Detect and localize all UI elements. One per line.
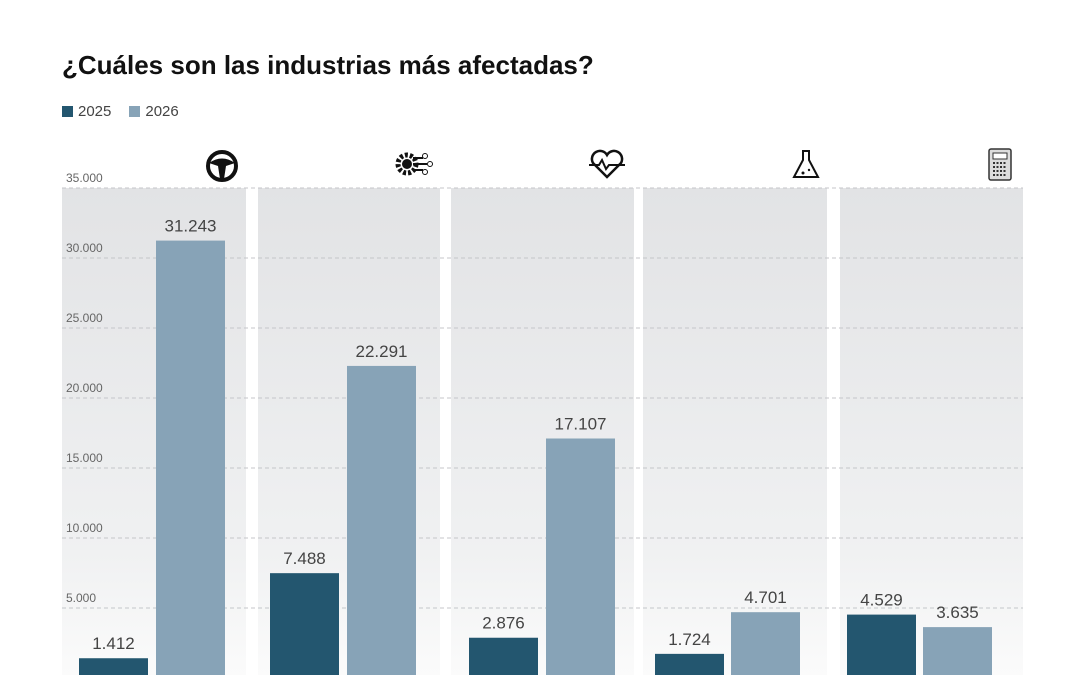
data-label: 1.412	[92, 634, 135, 653]
data-label: 4.701	[744, 588, 787, 607]
data-label: 31.243	[165, 217, 217, 236]
bar-2025	[270, 573, 339, 675]
bar-2025	[79, 658, 148, 675]
y-tick-label: 5.000	[66, 591, 96, 605]
legend-item-2025: 2025	[62, 103, 111, 120]
bar-2026	[347, 365, 416, 675]
y-tick-label: 35.000	[66, 171, 103, 185]
gear-circuit-icon	[395, 152, 433, 176]
bar-2025	[469, 637, 538, 675]
flask-icon	[792, 150, 820, 178]
data-label: 17.107	[555, 415, 607, 434]
category-panel	[643, 188, 827, 675]
y-tick-label: 10.000	[66, 521, 103, 535]
y-tick-label: 30.000	[66, 241, 103, 255]
bar-2026	[156, 240, 225, 675]
steering-wheel-icon	[206, 150, 238, 182]
heart-pulse-icon	[589, 149, 625, 179]
bar-2026	[923, 627, 992, 675]
category-panel	[840, 188, 1023, 675]
y-tick-label: 25.000	[66, 311, 103, 325]
bar-2025	[847, 614, 916, 675]
data-label: 22.291	[356, 342, 408, 361]
chart-title: ¿Cuáles son las industrias más afectadas…	[62, 50, 594, 80]
data-label: 4.529	[860, 591, 903, 610]
data-label: 3.635	[936, 603, 979, 622]
calculator-icon	[988, 148, 1012, 181]
data-label: 7.488	[283, 549, 326, 568]
legend: 2025 2026	[62, 103, 179, 120]
bar-2025	[655, 653, 724, 675]
y-tick-label: 15.000	[66, 451, 103, 465]
data-label: 2.876	[482, 614, 525, 633]
bar-2026	[546, 438, 615, 675]
legend-item-2026: 2026	[129, 103, 179, 120]
bar-2026	[731, 612, 800, 675]
y-tick-label: 20.000	[66, 381, 103, 395]
data-label: 1.724	[668, 630, 711, 649]
